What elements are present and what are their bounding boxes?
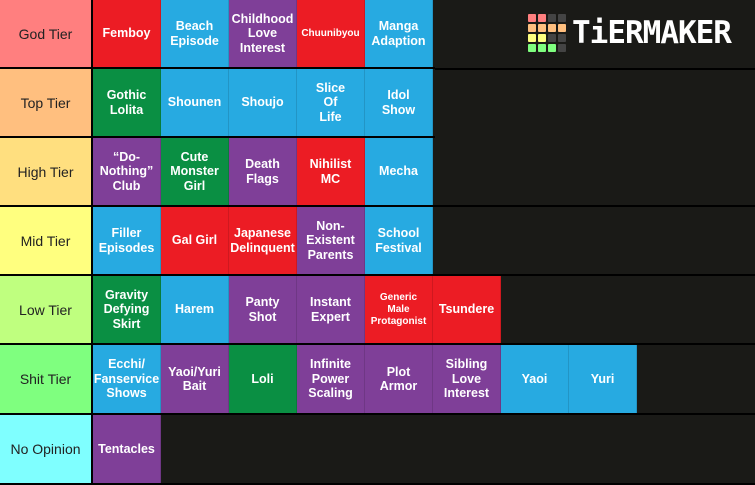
logo-square — [528, 24, 536, 32]
tier-item[interactable]: Childhood Love Interest — [229, 0, 297, 67]
tier-item[interactable]: Cute Monster Girl — [161, 138, 229, 205]
tier-item[interactable]: Tentacles — [93, 415, 161, 483]
tier-item[interactable]: Slice Of Life — [297, 69, 365, 136]
tier-label[interactable]: No Opinion — [0, 415, 93, 483]
tier-item[interactable]: Gal Girl — [161, 207, 229, 274]
tier-item[interactable]: Manga Adaption — [365, 0, 433, 67]
tier-items: “Do- Nothing” Club Cute Monster Girl Death… — [93, 138, 755, 205]
logo-square — [548, 24, 556, 32]
tier-row: Mid Tier Filler Episodes Gal Girl Japanese … — [0, 207, 755, 276]
logo-square — [538, 34, 546, 42]
logo-square — [528, 34, 536, 42]
tier-row: God Tier Femboy Beach Episode Childhood Lov… — [0, 0, 435, 69]
tier-item[interactable]: Plot Armor — [365, 345, 433, 413]
tier-item[interactable]: Shounen — [161, 69, 229, 136]
tier-label[interactable]: High Tier — [0, 138, 93, 205]
tier-items: Ecchi/ Fanservice Shows Yaoi/Yuri Bait Lol… — [93, 345, 755, 413]
logo-square — [548, 44, 556, 52]
tier-row: No Opinion Tentacles — [0, 415, 755, 485]
tier-items: Gravity Defying Skirt Harem Panty Shot Inst… — [93, 276, 755, 343]
tier-item[interactable]: Shoujo — [229, 69, 297, 136]
logo-square — [558, 44, 566, 52]
tier-item[interactable]: Chuunibyou — [297, 0, 365, 67]
tier-item[interactable]: “Do- Nothing” Club — [93, 138, 161, 205]
tier-item[interactable]: Panty Shot — [229, 276, 297, 343]
tier-row: Top Tier Gothic Lolita Shounen Shoujo Slice … — [0, 69, 435, 138]
tier-label[interactable]: Low Tier — [0, 276, 93, 343]
logo-square — [538, 44, 546, 52]
tier-item[interactable]: Non- Existent Parents — [297, 207, 365, 274]
tier-label[interactable]: God Tier — [0, 0, 93, 67]
logo-square — [558, 34, 566, 42]
tier-item[interactable]: Japanese Delinquent — [229, 207, 297, 274]
tier-items: Filler Episodes Gal Girl Japanese Delinque… — [93, 207, 755, 274]
tier-item[interactable]: Generic Male Protagonist — [365, 276, 433, 343]
tier-item[interactable]: Yaoi — [501, 345, 569, 413]
tier-item[interactable]: Infinite Power Scaling — [297, 345, 365, 413]
tier-item[interactable]: Beach Episode — [161, 0, 229, 67]
tier-item[interactable]: Femboy — [93, 0, 161, 67]
tier-item[interactable]: Mecha — [365, 138, 433, 205]
logo-square — [548, 14, 556, 22]
tier-item[interactable]: Idol Show — [365, 69, 433, 136]
logo-square — [528, 14, 536, 22]
tier-row: Low Tier Gravity Defying Skirt Harem Panty … — [0, 276, 755, 345]
tier-item[interactable]: Yuri — [569, 345, 637, 413]
logo-square — [538, 14, 546, 22]
tier-item[interactable]: Ecchi/ Fanservice Shows — [93, 345, 161, 413]
tier-item[interactable]: Filler Episodes — [93, 207, 161, 274]
tier-items: Femboy Beach Episode Childhood Love Intere… — [93, 0, 435, 67]
tier-label[interactable]: Top Tier — [0, 69, 93, 136]
tier-item[interactable]: Death Flags — [229, 138, 297, 205]
tier-items: Tentacles — [93, 415, 755, 483]
tier-item[interactable]: Harem — [161, 276, 229, 343]
tier-item[interactable]: School Festival — [365, 207, 433, 274]
logo-square — [558, 14, 566, 22]
logo-square — [548, 34, 556, 42]
tier-item[interactable]: Tsundere — [433, 276, 501, 343]
tier-label[interactable]: Shit Tier — [0, 345, 93, 413]
tier-item[interactable]: Instant Expert — [297, 276, 365, 343]
logo-square — [538, 24, 546, 32]
logo-square — [528, 44, 536, 52]
tier-item[interactable]: Yaoi/Yuri Bait — [161, 345, 229, 413]
tiermaker-grid-icon — [528, 14, 566, 52]
tier-row: Shit Tier Ecchi/ Fanservice Shows Yaoi/Yur… — [0, 345, 755, 415]
tier-items: Gothic Lolita Shounen Shoujo Slice Of Life I… — [93, 69, 435, 136]
tier-item[interactable]: Sibling Love Interest — [433, 345, 501, 413]
tier-label[interactable]: Mid Tier — [0, 207, 93, 274]
tiermaker-logo[interactable]: TiERMAKER — [528, 14, 732, 52]
tier-item[interactable]: Nihilist MC — [297, 138, 365, 205]
tier-item[interactable]: Gothic Lolita — [93, 69, 161, 136]
logo-text: TiERMAKER — [572, 15, 732, 51]
logo-square — [558, 24, 566, 32]
divider — [435, 68, 755, 70]
tier-row: High Tier “Do- Nothing” Club Cute Monster … — [0, 138, 755, 207]
tier-item[interactable]: Loli — [229, 345, 297, 413]
tier-item[interactable]: Gravity Defying Skirt — [93, 276, 161, 343]
